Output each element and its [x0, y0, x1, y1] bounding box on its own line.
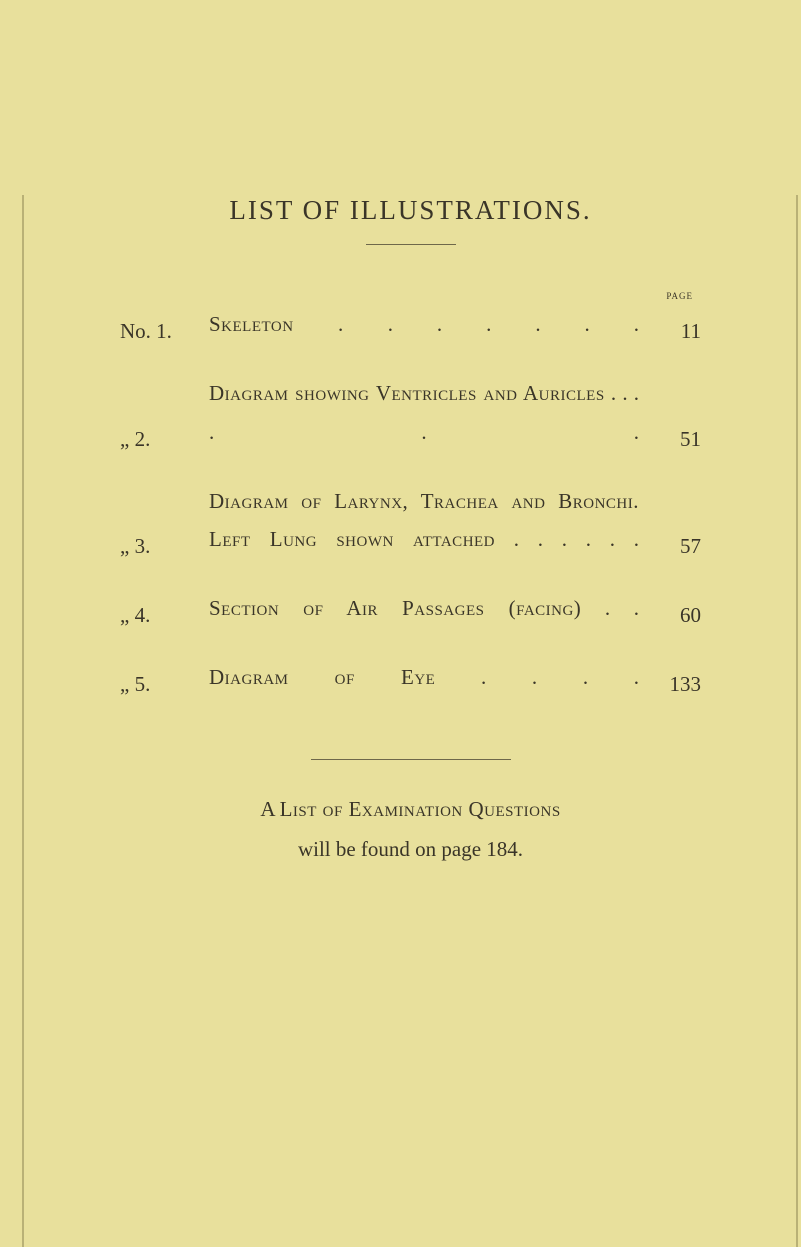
leader-dots: . . — [581, 596, 639, 620]
entry-text: Diagram of Eye . . . . — [209, 658, 639, 697]
entry-text: Diagram showing Ventricles and Auricles … — [209, 374, 639, 452]
entry-page: 133 — [653, 672, 701, 697]
entry-page: 11 — [653, 319, 701, 344]
entry-prefix: „ 5. — [120, 672, 195, 697]
entry-text: Skeleton . . . . . . . — [209, 305, 639, 344]
illustration-entry: „ 2. Diagram showing Ventricles and Auri… — [120, 374, 701, 452]
entry-prefix: „ 4. — [120, 603, 195, 628]
leader-dots: . . . . — [435, 665, 639, 689]
page-root: LIST OF ILLUSTRATIONS. page No. 1. Skele… — [0, 195, 801, 1247]
entry-text: Diagram of Larynx, Trachea and Bronchi. … — [209, 482, 639, 560]
entry-prefix: „ 2. — [120, 427, 195, 452]
entry-title: Section of Air Passages (facing) — [209, 596, 581, 620]
entry-prefix: „ 3. — [120, 534, 195, 559]
illustration-entry: „ 4. Section of Air Passages (facing) . … — [120, 589, 701, 628]
illustration-entry: No. 1. Skeleton . . . . . . . 11 — [120, 305, 701, 344]
footnote-line-1-text: List of Examination Questions — [280, 797, 561, 821]
entry-title: Diagram showing Ventricles and Auricles — [209, 381, 605, 405]
entry-prefix: No. 1. — [120, 319, 195, 344]
footnote-line-2: will be found on page 184. — [120, 830, 701, 870]
entry-page: 60 — [653, 603, 701, 628]
entry-title: Diagram of Eye — [209, 665, 435, 689]
page-column-header: page — [120, 287, 693, 303]
entry-title: Skeleton . — [209, 312, 344, 336]
footnote-block: A List of Examination Questions will be … — [120, 759, 701, 870]
footnote-a-letter: A — [260, 797, 279, 821]
page-title: LIST OF ILLUSTRATIONS. — [120, 195, 701, 226]
leader-dots: . . . . . . — [495, 527, 639, 551]
entry-page: 51 — [653, 427, 701, 452]
footnote-line-1: A List of Examination Questions — [120, 790, 701, 830]
entry-text: Section of Air Passages (facing) . . — [209, 589, 639, 628]
illustration-entry: „ 3. Diagram of Larynx, Trachea and Bron… — [120, 482, 701, 560]
margin-line-left — [22, 195, 24, 1247]
entry-page: 57 — [653, 534, 701, 559]
illustration-entry: „ 5. Diagram of Eye . . . . 133 — [120, 658, 701, 697]
leader-dots: . . . . . . — [344, 312, 639, 336]
footnote-rule — [311, 759, 511, 760]
margin-line-right — [796, 195, 798, 1247]
title-rule — [366, 244, 456, 245]
